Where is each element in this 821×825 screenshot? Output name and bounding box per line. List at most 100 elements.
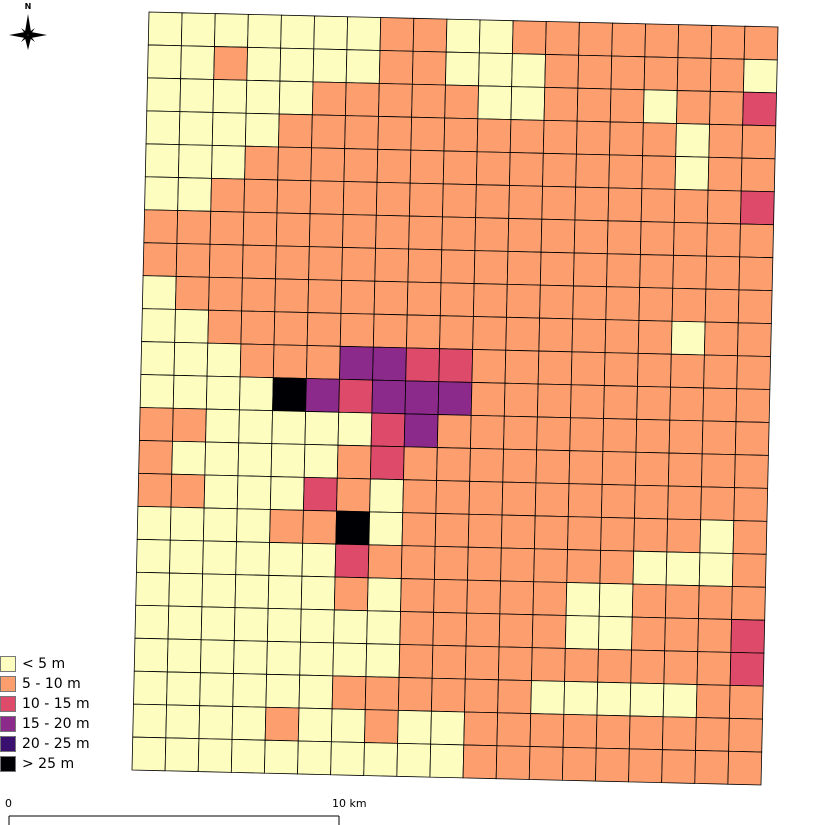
grid-cell bbox=[342, 181, 378, 216]
grid-cell bbox=[243, 178, 279, 214]
grid-cell bbox=[644, 23, 680, 58]
grid-cell bbox=[741, 124, 777, 160]
grid-cell bbox=[496, 712, 532, 747]
grid-cell bbox=[439, 315, 474, 350]
grid-cell bbox=[701, 420, 737, 456]
grid-cell bbox=[502, 448, 538, 484]
grid-cell bbox=[203, 474, 239, 510]
legend-item: 15 - 20 m bbox=[0, 714, 90, 734]
grid-cell bbox=[533, 548, 568, 583]
grid-cell bbox=[240, 310, 276, 346]
grid-cell bbox=[264, 739, 299, 775]
grid-cell bbox=[567, 483, 603, 518]
grid-cell bbox=[706, 189, 742, 225]
grid-cell bbox=[367, 577, 402, 612]
grid-cell bbox=[179, 78, 215, 113]
grid-cell bbox=[738, 256, 774, 292]
grid-cell bbox=[403, 413, 439, 448]
grid-cell bbox=[703, 354, 738, 390]
grid-cell bbox=[275, 245, 310, 281]
grid-cell bbox=[376, 148, 412, 184]
grid-cell bbox=[430, 710, 465, 746]
grid-cell bbox=[297, 740, 332, 776]
grid-cell bbox=[375, 214, 410, 250]
grid-cell bbox=[505, 316, 541, 352]
grid-cell bbox=[377, 115, 413, 151]
grid-cell bbox=[307, 279, 343, 314]
grid-cell bbox=[732, 520, 768, 555]
grid-cell bbox=[508, 185, 543, 220]
grid-cell bbox=[740, 157, 776, 193]
grid-cell bbox=[247, 13, 282, 49]
grid-cell bbox=[611, 22, 646, 58]
grid-cell bbox=[630, 649, 666, 685]
grid-cell bbox=[344, 115, 379, 150]
grid-cell bbox=[499, 580, 535, 616]
grid-cell bbox=[606, 220, 642, 255]
grid-cell bbox=[400, 545, 436, 580]
grid-cell bbox=[531, 614, 567, 649]
grid-cell bbox=[300, 608, 335, 644]
grid-cell bbox=[364, 709, 399, 744]
grid-cell bbox=[475, 151, 511, 186]
grid-cell bbox=[368, 511, 404, 547]
grid-cell bbox=[142, 242, 178, 277]
grid-cell bbox=[673, 189, 709, 224]
grid-cell bbox=[733, 487, 769, 522]
grid-cell bbox=[302, 509, 337, 545]
grid-cell bbox=[429, 743, 465, 779]
grid-cell bbox=[497, 646, 533, 682]
grid-cell bbox=[304, 411, 340, 446]
grid-cell bbox=[168, 572, 204, 608]
grid-cell bbox=[474, 217, 510, 252]
grid-cell bbox=[571, 318, 607, 354]
grid-cell bbox=[176, 210, 212, 245]
grid-cell bbox=[665, 551, 701, 587]
grid-cell bbox=[364, 676, 400, 711]
grid-cell bbox=[409, 182, 444, 218]
grid-cell bbox=[634, 451, 670, 487]
grid-cell bbox=[402, 479, 438, 514]
grid-cell bbox=[306, 312, 342, 347]
grid-cell bbox=[409, 149, 445, 185]
grid-cell bbox=[337, 411, 373, 447]
grid-cell bbox=[265, 673, 301, 709]
grid-cell bbox=[439, 282, 475, 317]
grid-cell bbox=[138, 407, 174, 442]
grid-cell bbox=[275, 212, 311, 248]
grid-cell bbox=[641, 155, 677, 190]
grid-cell bbox=[599, 549, 635, 585]
scale-bar-end-label: 10 km bbox=[332, 797, 367, 810]
grid-cell bbox=[511, 53, 546, 88]
grid-cell bbox=[631, 583, 667, 619]
grid-cell bbox=[636, 385, 671, 421]
grid-cell bbox=[536, 383, 572, 419]
grid-cell bbox=[411, 83, 446, 119]
grid-cell bbox=[576, 120, 611, 156]
grid-cell bbox=[178, 111, 214, 146]
grid-cell bbox=[230, 739, 266, 774]
grid-cell bbox=[166, 638, 202, 674]
grid-cell bbox=[336, 477, 371, 513]
grid-cell bbox=[501, 481, 537, 517]
grid-cell bbox=[676, 90, 711, 125]
grid-cell bbox=[437, 381, 473, 416]
grid-cell bbox=[473, 250, 509, 285]
grid-cell bbox=[280, 14, 315, 50]
grid-cell bbox=[438, 348, 474, 383]
grid-cell bbox=[736, 355, 772, 390]
grid-cell bbox=[595, 747, 630, 783]
grid-cell bbox=[269, 509, 304, 544]
grid-cell bbox=[335, 510, 371, 546]
grid-cell bbox=[211, 112, 247, 147]
grid-cell bbox=[663, 650, 699, 685]
grid-cell bbox=[136, 538, 171, 574]
grid-cell bbox=[671, 287, 707, 323]
grid-cell bbox=[309, 180, 345, 215]
grid-cell bbox=[602, 418, 638, 453]
grid-cell bbox=[147, 11, 183, 47]
legend-swatch bbox=[0, 676, 16, 692]
legend-swatch bbox=[0, 736, 16, 752]
grid-cell bbox=[669, 386, 705, 422]
grid-cell bbox=[346, 16, 382, 51]
